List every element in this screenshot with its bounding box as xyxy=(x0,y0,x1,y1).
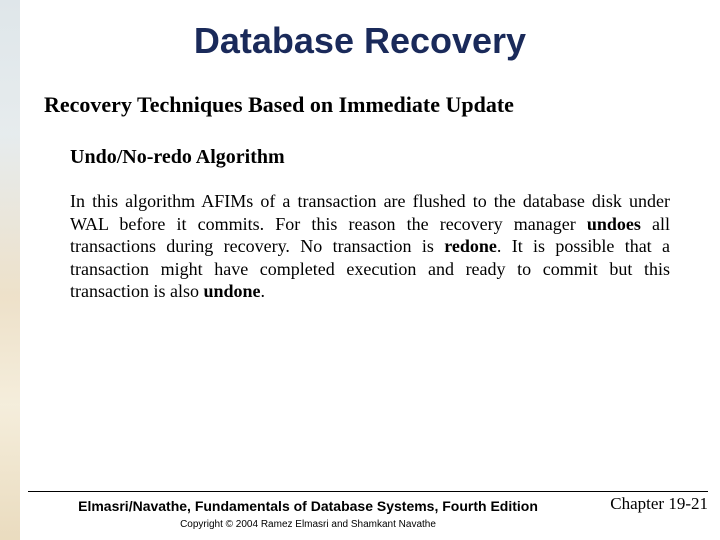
body-bold-redone: redone xyxy=(444,236,497,256)
decorative-left-band xyxy=(0,0,20,540)
section-heading: Recovery Techniques Based on Immediate U… xyxy=(44,92,684,118)
body-run-1: In this algorithm AFIMs of a transaction… xyxy=(70,191,670,234)
slide-title: Database Recovery xyxy=(0,20,720,62)
body-text: In this algorithm AFIMs of a transaction… xyxy=(70,190,670,303)
footer-chapter: Chapter 19-21 xyxy=(610,494,708,514)
body-bold-undone: undone xyxy=(203,281,260,301)
footer-book: Elmasri/Navathe, Fundamentals of Databas… xyxy=(28,498,588,514)
slide: Database Recovery Recovery Techniques Ba… xyxy=(0,0,720,540)
body-run-4: . xyxy=(261,281,266,301)
subheading: Undo/No-redo Algorithm xyxy=(70,146,670,169)
footer-copyright: Copyright © 2004 Ramez Elmasri and Shamk… xyxy=(28,519,588,530)
footer-rule xyxy=(28,491,708,492)
body-bold-undoes: undoes xyxy=(587,214,641,234)
